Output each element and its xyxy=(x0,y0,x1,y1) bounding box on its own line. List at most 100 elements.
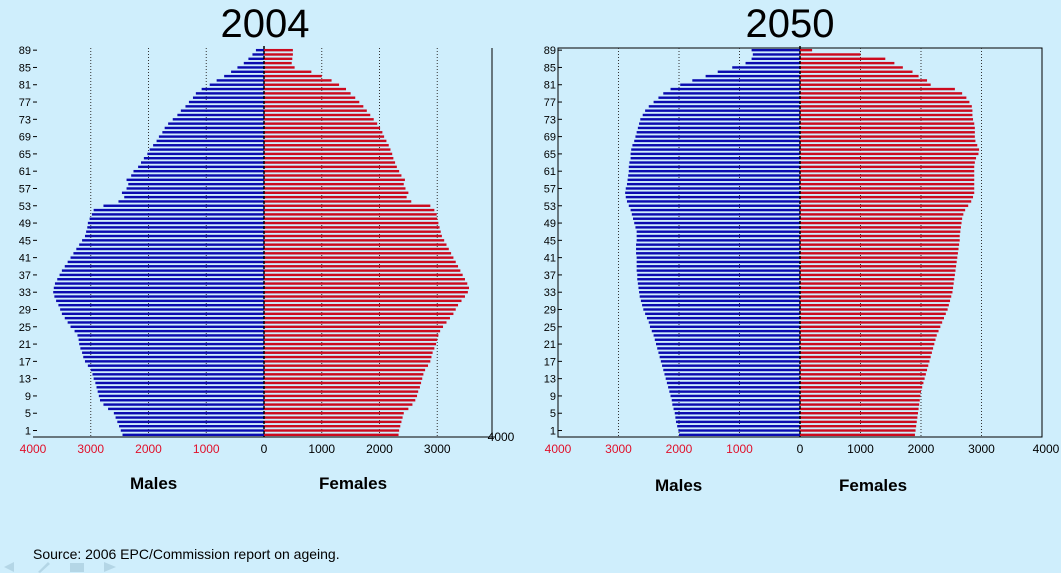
male-bar-age-52 xyxy=(93,208,264,212)
female-bar-age-88 xyxy=(800,53,861,56)
male-bar-age-70 xyxy=(162,131,264,134)
female-bar-age-19 xyxy=(800,351,932,354)
male-bar-age-59 xyxy=(627,178,800,182)
male-bar-age-54 xyxy=(118,200,264,203)
female-axis-tick-label: 1000 xyxy=(308,442,335,456)
female-bar-age-25 xyxy=(264,325,444,328)
male-bar-age-62 xyxy=(628,165,800,169)
female-bar-age-78 xyxy=(800,96,967,99)
male-bar-age-27 xyxy=(646,316,800,320)
female-bar-age-34 xyxy=(264,286,470,290)
female-bar-age-87 xyxy=(264,57,293,61)
female-bar-age-54 xyxy=(800,200,972,203)
male-bar-age-30 xyxy=(58,303,264,307)
male-bar-age-10 xyxy=(669,390,800,393)
female-axis-tick-label: 0 xyxy=(797,442,804,456)
male-bar-age-75 xyxy=(180,109,264,112)
female-bar-age-35 xyxy=(800,282,954,285)
male-bar-age-43 xyxy=(76,247,264,251)
slide-nav-controls[interactable] xyxy=(0,561,130,573)
male-bar-age-30 xyxy=(642,303,800,307)
male-bar-age-22 xyxy=(78,338,264,341)
age-tick-label: 53 xyxy=(544,201,556,213)
age-tick-label: 13 xyxy=(544,374,556,386)
females-label-2050: Females xyxy=(839,476,908,495)
female-bar-age-41 xyxy=(264,256,454,259)
male-bar-age-16 xyxy=(87,364,264,367)
female-bar-age-52 xyxy=(800,208,966,212)
female-bar-age-21 xyxy=(264,342,437,346)
female-bar-age-83 xyxy=(800,74,919,78)
male-bar-age-77 xyxy=(188,100,264,104)
female-bar-age-45 xyxy=(800,239,960,242)
male-bar-age-5 xyxy=(113,412,264,415)
male-bar-age-73 xyxy=(640,118,800,121)
female-bar-age-76 xyxy=(264,105,364,108)
males-label-2004: Males xyxy=(130,474,178,493)
female-bar-age-7 xyxy=(800,403,920,406)
female-bar-age-3 xyxy=(264,420,402,424)
female-axis-tick-label: 1000 xyxy=(847,442,874,456)
female-bar-age-27 xyxy=(264,316,450,320)
male-bar-age-42 xyxy=(73,252,264,255)
female-bar-age-7 xyxy=(264,403,413,406)
female-axis-tick-label: 4000 xyxy=(488,430,515,444)
female-bar-age-84 xyxy=(264,70,312,73)
females-label-2004: Females xyxy=(319,474,388,493)
male-bar-age-71 xyxy=(637,126,800,130)
female-bar-age-24 xyxy=(264,329,441,333)
male-bar-age-39 xyxy=(636,265,800,268)
female-bar-age-79 xyxy=(264,92,351,95)
female-axis-tick-label: 3000 xyxy=(424,442,451,456)
male-bar-age-49 xyxy=(87,221,264,225)
pyramid-2050-panel: 2050 1 5 9 13 17 21 25 29 33 37 41 45 49 53 57 61 65 69 73… xyxy=(530,0,1061,500)
menu-icon[interactable] xyxy=(70,563,84,572)
female-bar-age-15 xyxy=(264,368,426,372)
female-bar-age-2 xyxy=(800,424,917,428)
male-bar-age-81 xyxy=(680,83,800,86)
age-tick-label: 65 xyxy=(544,149,556,161)
female-bar-age-22 xyxy=(800,338,936,341)
female-bar-age-71 xyxy=(264,126,381,130)
male-bar-age-23 xyxy=(653,334,800,337)
male-bar-age-5 xyxy=(674,412,800,415)
male-bar-age-8 xyxy=(671,399,800,402)
female-bar-age-70 xyxy=(800,131,975,134)
male-bar-age-13 xyxy=(665,377,800,380)
female-bar-age-14 xyxy=(264,373,424,376)
pen-icon[interactable] xyxy=(38,562,50,573)
female-bar-age-86 xyxy=(800,61,895,65)
age-tick-label: 81 xyxy=(544,80,556,92)
male-bar-age-21 xyxy=(656,342,800,346)
female-bar-age-62 xyxy=(800,165,975,169)
female-bar-age-38 xyxy=(800,269,956,272)
male-axis-tick-label: 2000 xyxy=(135,442,162,456)
female-bar-age-60 xyxy=(264,174,402,177)
male-bar-age-32 xyxy=(639,295,800,298)
male-axis-tick-label: 4000 xyxy=(545,442,572,456)
next-slide-icon[interactable] xyxy=(104,562,116,572)
age-tick-label: 85 xyxy=(544,62,556,74)
female-bar-age-52 xyxy=(264,208,435,212)
female-bar-age-51 xyxy=(264,213,437,216)
age-tick-label: 37 xyxy=(19,270,31,282)
male-bar-age-41 xyxy=(70,256,264,259)
male-bar-age-10 xyxy=(97,390,265,393)
female-bar-age-18 xyxy=(800,355,931,359)
female-bar-age-57 xyxy=(800,187,975,190)
female-bar-age-32 xyxy=(264,295,465,298)
previous-slide-icon[interactable] xyxy=(4,562,14,572)
male-bar-age-53 xyxy=(103,204,264,207)
female-bar-age-28 xyxy=(800,312,946,316)
female-bar-age-1 xyxy=(264,429,400,432)
male-bar-age-73 xyxy=(172,118,264,121)
male-bar-age-42 xyxy=(636,252,800,255)
male-bar-age-72 xyxy=(639,122,800,125)
female-bar-age-12 xyxy=(800,381,924,385)
female-bar-age-38 xyxy=(264,269,461,272)
female-bar-age-30 xyxy=(264,303,459,307)
male-bar-age-14 xyxy=(92,373,264,376)
female-bar-age-32 xyxy=(800,295,952,298)
male-bar-age-61 xyxy=(133,169,264,173)
male-bar-age-4 xyxy=(675,416,800,419)
